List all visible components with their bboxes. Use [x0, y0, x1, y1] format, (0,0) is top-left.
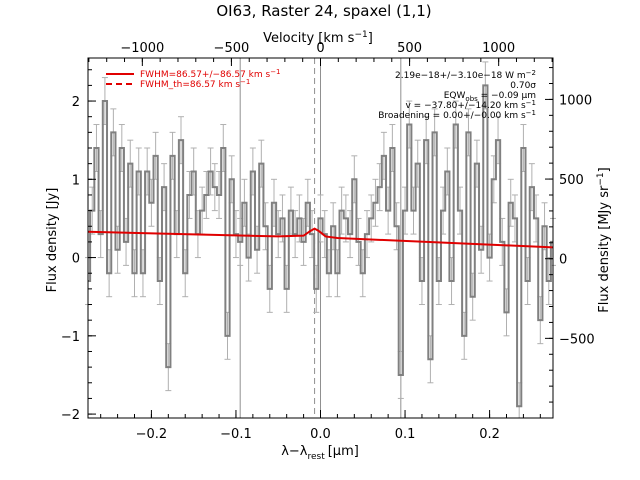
y-tick-label: 0	[72, 252, 80, 267]
top-tick-label: −1000	[120, 41, 164, 56]
x-tick-label: 0.1	[395, 427, 416, 442]
left-axis-ticks: −2 −1 0 1 2	[61, 69, 96, 423]
right-tick-label: 1000	[559, 93, 592, 108]
right-axis-label: Flux density [MJy sr−1]	[596, 167, 612, 312]
top-tick-label: 0	[316, 41, 324, 56]
top-tick-label: 500	[397, 41, 422, 56]
legend-label: FWHM=86.57+/−86.57 km s−1	[140, 68, 281, 80]
x-tick-label: 0.2	[479, 427, 500, 442]
annotation-line: Broadening = 0.00+/−0.00 km s−1	[378, 109, 536, 121]
right-axis-ticks: −500 0 500 1000	[545, 67, 595, 403]
right-tick-label: 500	[559, 173, 584, 188]
y-tick-label: 1	[72, 173, 80, 188]
x-tick-label: −0.1	[220, 427, 252, 442]
x-tick-label: −0.2	[136, 427, 168, 442]
fit-curve-series	[87, 227, 554, 249]
y-tick-label: 2	[72, 95, 80, 110]
annotation-line: EQWobs = −0.09 μm	[444, 91, 536, 103]
right-tick-label: −500	[559, 332, 595, 347]
y-tick-label: −2	[61, 408, 80, 423]
annotation-line: v = −37.80+/−14.20 km s−1	[406, 99, 537, 111]
y-axis-label: Flux density [Jy]	[45, 188, 60, 293]
bottom-axis-ticks: −0.2 −0.1 0.0 0.1 0.2	[100, 410, 541, 442]
top-axis-label: Velocity [km s−1]	[263, 30, 373, 46]
flux-step-series	[88, 84, 553, 408]
right-tick-label: 0	[559, 253, 567, 268]
chart-title: OI63, Raster 24, spaxel (1,1)	[216, 2, 431, 20]
x-axis-label: λ−λrest [μm]	[281, 444, 359, 462]
top-tick-label: 1000	[482, 41, 515, 56]
legend-label: FWHM_th=86.57 km s−1	[140, 78, 250, 90]
top-tick-label: −500	[214, 41, 250, 56]
top-axis-ticks: −1000 −500 0 500 1000	[88, 41, 553, 66]
x-tick-label: 0.0	[310, 427, 331, 442]
annotation-line: 0.70σ	[510, 81, 536, 91]
annotation-line: 2.19e−18+/−3.10e−18 W m−2	[395, 69, 536, 81]
y-tick-label: −1	[61, 330, 80, 345]
